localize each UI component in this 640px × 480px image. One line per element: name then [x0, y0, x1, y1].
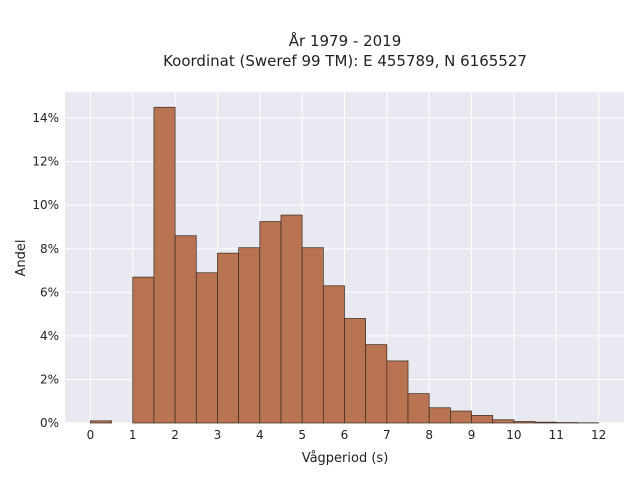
- histogram-bar: [90, 420, 112, 424]
- x-tick-labels: 0 1 2 3 4 5 6 7 8 9 10 11 12: [87, 428, 607, 442]
- bars: [90, 106, 599, 424]
- histogram-bar: [259, 221, 282, 424]
- x-tick-label: 1: [129, 428, 137, 442]
- histogram-bar: [534, 421, 557, 424]
- histogram-bar: [513, 421, 536, 424]
- y-tick-label: 2%: [40, 372, 59, 386]
- histogram-bar: [301, 247, 324, 424]
- x-tick-label: 7: [383, 428, 391, 442]
- x-tick-label: 12: [591, 428, 606, 442]
- x-tick-label: 11: [549, 428, 564, 442]
- histogram-bar: [195, 272, 218, 424]
- histogram-bar: [365, 344, 388, 424]
- x-tick-label: 6: [341, 428, 349, 442]
- y-tick-label: 12%: [32, 155, 59, 169]
- y-tick-label: 8%: [40, 242, 59, 256]
- x-tick-label: 8: [425, 428, 433, 442]
- y-tick-label: 4%: [40, 329, 59, 343]
- x-tick-label: 2: [171, 428, 179, 442]
- x-tick-label: 9: [468, 428, 476, 442]
- histogram-bar: [280, 214, 303, 424]
- histogram-bar: [238, 247, 261, 424]
- y-tick-label: 0%: [40, 416, 59, 430]
- histogram-bar: [153, 106, 176, 424]
- histogram-bar: [386, 360, 409, 424]
- x-tick-label: 4: [256, 428, 264, 442]
- histogram-bar: [492, 419, 515, 424]
- x-tick-label: 5: [298, 428, 306, 442]
- y-tick-label: 10%: [32, 198, 59, 212]
- y-tick-labels: 0% 2% 4% 6% 8% 10% 12% 14%: [32, 111, 59, 430]
- x-axis-label: Vågperiod (s): [302, 451, 389, 466]
- chart-title-line-1: År 1979 - 2019: [289, 31, 402, 50]
- histogram-bar: [217, 252, 239, 424]
- y-axis-label: Andel: [14, 240, 29, 277]
- histogram-bar: [450, 410, 472, 424]
- histogram-bar: [174, 235, 197, 424]
- x-tick-label: 0: [87, 428, 95, 442]
- histogram-bar: [344, 318, 367, 424]
- histogram-bar: [428, 407, 451, 424]
- x-tick-label: 3: [214, 428, 222, 442]
- y-tick-label: 14%: [32, 111, 59, 125]
- histogram-bar: [471, 415, 494, 424]
- histogram-bar: [322, 285, 345, 424]
- histogram-bar: [132, 276, 155, 424]
- y-tick-label: 6%: [40, 285, 59, 299]
- chart-title-line-2: Koordinat (Sweref 99 TM): E 455789, N 61…: [163, 52, 527, 70]
- x-tick-label: 10: [506, 428, 521, 442]
- histogram-bar: [407, 393, 430, 424]
